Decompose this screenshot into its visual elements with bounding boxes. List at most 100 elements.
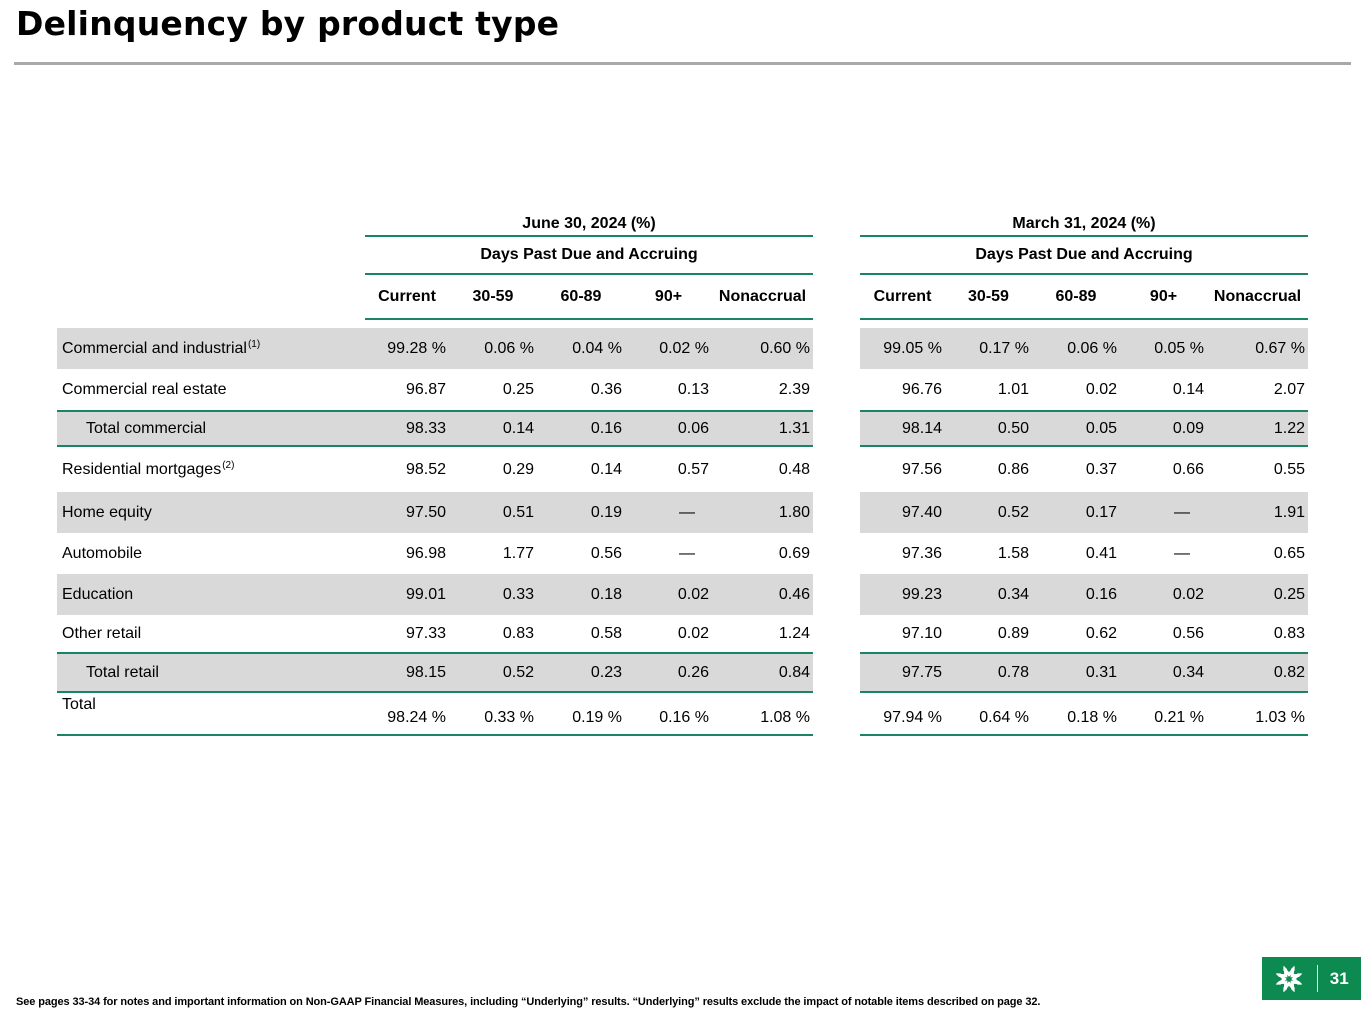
cell-june-30-59: 0.33 % — [449, 693, 537, 736]
row-label: Residential mortgages (2) — [57, 447, 365, 492]
cell-june-current: 98.15 — [365, 652, 449, 693]
table-row-home-equity: Home equity 97.50 0.51 0.19 — 1.80 97.40… — [57, 492, 1308, 533]
cell-march-30-59: 0.34 — [945, 574, 1032, 615]
march-col-90plus: 90+ — [1120, 275, 1207, 320]
table-row-commercial-industrial: Commercial and industrial (1) 99.28 % 0.0… — [57, 328, 1308, 369]
table-gap — [813, 492, 860, 533]
cell-march-60-89: 0.05 — [1032, 410, 1120, 447]
cell-june-30-59: 0.14 — [449, 410, 537, 447]
table-row-residential-mortgages: Residential mortgages (2) 98.52 0.29 0.14… — [57, 447, 1308, 492]
cell-march-90plus: 0.66 — [1172, 460, 1204, 478]
cell-june-current: 99.28 % — [365, 328, 449, 369]
cell-march-60-89: 0.31 — [1032, 652, 1120, 693]
footnote-marker: (1) — [247, 338, 261, 350]
cell-march-current: 99.23 — [860, 574, 945, 615]
cell-march-current: 97.94 % — [860, 693, 945, 736]
june-col-90plus: 90+ — [625, 275, 712, 320]
cell-june-30-59: 0.29 — [502, 460, 534, 478]
cell-june-30-59: 0.51 — [449, 492, 537, 533]
row-label: Commercial real estate — [57, 369, 365, 410]
header-spacer — [57, 237, 365, 275]
cell-june-current: 98.52 — [405, 460, 446, 478]
cell-june-90plus: 0.02 % — [625, 328, 712, 369]
cell-june-90plus: 0.02 — [677, 624, 709, 642]
cell-june-nonaccrual: 1.80 — [712, 492, 813, 533]
row-label-text: Education — [62, 585, 134, 603]
cell-march-30-59: 1.58 — [997, 544, 1029, 562]
table-row-total: Total 98.24 % 0.33 % 0.19 % 0.16 % 1.08 … — [57, 693, 1308, 736]
cell-june-60-89: 0.16 — [537, 410, 625, 447]
cell-june-30-59: 0.06 % — [449, 328, 537, 369]
cell-march-90plus: — — [1120, 492, 1207, 533]
header-spacer — [57, 275, 365, 320]
cell-march-90plus: 0.56 — [1172, 624, 1204, 642]
cell-march-nonaccrual: 0.65 — [1273, 544, 1305, 562]
table-body: Commercial and industrial (1) 99.28 % 0.0… — [57, 328, 1308, 736]
cell-march-nonaccrual: 1.03 % — [1207, 693, 1308, 736]
cell-march-90plus: 0.02 — [1120, 574, 1207, 615]
table-row-education: Education 99.01 0.33 0.18 0.02 0.46 99.2… — [57, 574, 1308, 615]
row-label: Education — [57, 574, 365, 615]
cell-june-nonaccrual: 2.39 — [778, 380, 810, 398]
cell-march-30-59: 0.64 % — [945, 693, 1032, 736]
table-gap — [813, 237, 860, 275]
header-spacer — [57, 213, 365, 237]
cell-june-current: 98.33 — [365, 410, 449, 447]
table-header-periods: June 30, 2024 (%) March 31, 2024 (%) — [57, 213, 1308, 237]
cell-march-current: 96.76 — [901, 380, 942, 398]
delinquency-table: June 30, 2024 (%) March 31, 2024 (%) Day… — [57, 213, 1308, 736]
cell-june-90plus: 0.02 — [625, 574, 712, 615]
row-label-text: Commercial and industrial — [62, 339, 247, 357]
brand-divider — [1316, 965, 1318, 992]
cell-june-30-59: 0.83 — [502, 624, 534, 642]
cell-june-90plus: 0.26 — [625, 652, 712, 693]
cell-march-90plus: — — [1174, 544, 1190, 562]
march-subtitle: Days Past Due and Accruing — [860, 237, 1308, 275]
march-col-nonaccrual: Nonaccrual — [1207, 275, 1308, 320]
cell-march-30-59: 0.50 — [945, 410, 1032, 447]
cell-june-60-89: 0.14 — [590, 460, 622, 478]
march-period-header: March 31, 2024 (%) — [860, 213, 1308, 237]
cell-june-current: 97.50 — [365, 492, 449, 533]
row-label: Total commercial — [57, 410, 365, 447]
table-header-columns: Current 30-59 60-89 90+ Nonaccrual Curre… — [57, 275, 1308, 320]
cell-march-nonaccrual: 0.83 — [1273, 624, 1305, 642]
table-gap — [813, 328, 860, 369]
cell-march-nonaccrual: 2.07 — [1273, 380, 1305, 398]
cell-june-current: 98.24 % — [365, 693, 449, 736]
cell-march-60-89: 0.16 — [1032, 574, 1120, 615]
cell-june-90plus: — — [679, 544, 695, 562]
row-label: Other retail — [57, 615, 365, 652]
page-number: 31 — [1329, 968, 1349, 988]
cell-june-30-59: 0.52 — [449, 652, 537, 693]
cell-june-60-89: 0.19 % — [537, 693, 625, 736]
cell-june-90plus: 0.57 — [677, 460, 709, 478]
cell-march-current: 97.56 — [901, 460, 942, 478]
row-label-text: Other retail — [62, 624, 142, 642]
table-gap — [813, 410, 860, 447]
table-gap — [813, 533, 860, 574]
row-label: Home equity — [57, 492, 365, 533]
cell-march-30-59: 0.86 — [997, 460, 1029, 478]
cell-june-30-59: 1.77 — [502, 544, 534, 562]
row-label-text: Total retail — [86, 663, 159, 681]
cell-march-current: 98.14 — [860, 410, 945, 447]
cell-june-60-89: 0.19 — [537, 492, 625, 533]
row-label-text: Total commercial — [86, 419, 207, 437]
cell-june-60-89: 0.36 — [590, 380, 622, 398]
cell-march-30-59: 1.01 — [997, 380, 1029, 398]
table-header-subtitles: Days Past Due and Accruing Days Past Due… — [57, 237, 1308, 275]
cell-june-60-89: 0.58 — [590, 624, 622, 642]
table-gap — [813, 447, 860, 492]
june-col-current: Current — [365, 275, 449, 320]
june-col-nonaccrual: Nonaccrual — [712, 275, 813, 320]
row-label: Commercial and industrial (1) — [57, 328, 365, 369]
cell-june-30-59: 0.33 — [449, 574, 537, 615]
cell-march-60-89: 0.41 — [1085, 544, 1117, 562]
cell-june-90plus: 0.16 % — [625, 693, 712, 736]
cell-march-nonaccrual: 0.55 — [1273, 460, 1305, 478]
cell-march-90plus: 0.05 % — [1120, 328, 1207, 369]
cell-june-nonaccrual: 0.60 % — [712, 328, 813, 369]
cell-june-current: 99.01 — [365, 574, 449, 615]
